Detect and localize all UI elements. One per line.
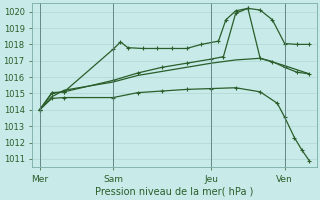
X-axis label: Pression niveau de la mer( hPa ): Pression niveau de la mer( hPa ) <box>95 187 253 197</box>
